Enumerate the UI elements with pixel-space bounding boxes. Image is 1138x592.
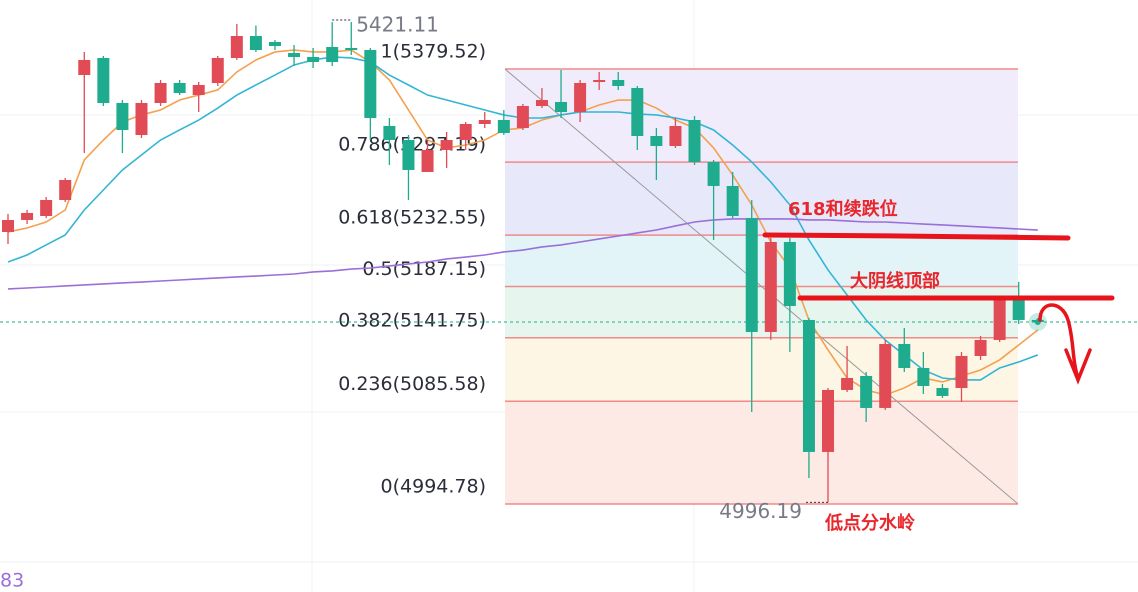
candle-body <box>898 343 911 368</box>
candle-body <box>78 59 91 75</box>
fib-band <box>505 401 1018 504</box>
candle-body <box>974 339 987 356</box>
labels: 5421.11 4996.19 <box>332 12 829 523</box>
fib-label: 1(5379.52) <box>381 41 486 63</box>
candle-body <box>669 125 682 146</box>
fib-label: 0(4994.78) <box>381 475 486 497</box>
candle-body <box>230 35 243 58</box>
hand-arrow <box>1038 303 1092 385</box>
candle-body <box>97 57 110 103</box>
fib-label: 0.618(5232.55) <box>338 207 486 229</box>
candle-body <box>707 161 720 186</box>
annotation: 618和续跌位 <box>788 198 898 220</box>
fib-label: 0.382(5141.75) <box>338 309 486 331</box>
fib-band <box>505 69 1018 163</box>
candle-body <box>326 46 339 62</box>
ma-line <box>7 218 1038 290</box>
annotation: 低点分水岭 <box>824 512 915 534</box>
candle-body <box>383 125 396 140</box>
candle-body <box>211 57 224 83</box>
candle-body <box>993 295 1006 340</box>
axis-fragment: 83 <box>0 570 24 592</box>
candles <box>2 21 1047 503</box>
candle-body <box>783 241 796 306</box>
candle-body <box>726 185 739 216</box>
candle-body <box>650 135 663 146</box>
candle-body <box>307 56 320 62</box>
candle-body <box>860 375 873 408</box>
candle-body <box>154 82 167 103</box>
candle-body <box>612 79 625 86</box>
candle-body <box>1012 295 1025 320</box>
candle-body <box>459 123 472 140</box>
candle-body <box>535 99 548 106</box>
candle-body <box>364 50 377 118</box>
candle-body <box>764 241 777 332</box>
fib-band <box>505 235 1018 287</box>
candle-body <box>802 319 815 452</box>
annotation: 大阴线顶部 <box>850 270 940 292</box>
low-label: 4996.19 <box>719 499 802 523</box>
candle-body <box>497 119 510 133</box>
candle-body <box>574 82 587 112</box>
candle-body <box>135 102 148 135</box>
candle-body <box>421 149 434 172</box>
candle-body <box>440 139 453 150</box>
candle-body <box>955 355 968 388</box>
candle-body <box>402 139 415 170</box>
candle-body <box>841 377 854 390</box>
candle-body <box>116 102 129 130</box>
fibonacci: 1(5379.52)0.786(5297.19)0.618(5232.55)0.… <box>338 41 1019 505</box>
fib-label: 0.5(5187.15) <box>362 258 486 280</box>
candle-body <box>59 179 72 200</box>
candle-body <box>631 87 644 136</box>
candle-body <box>593 79 606 82</box>
candle-body <box>40 199 53 216</box>
candle-body <box>555 101 568 112</box>
candle-body <box>688 119 701 162</box>
candle-body <box>192 84 205 95</box>
candle-body <box>268 41 281 46</box>
candle-body <box>21 212 34 220</box>
fib-band <box>505 286 1018 338</box>
fib-trend-line <box>504 68 1019 505</box>
candle-body <box>478 119 491 124</box>
candle-body <box>936 387 949 396</box>
candle-body <box>288 52 301 57</box>
candle-body <box>516 105 529 128</box>
candle-body <box>173 82 186 93</box>
candle-body <box>917 367 930 386</box>
high-label: 5421.11 <box>356 12 439 36</box>
candle-body <box>2 219 14 232</box>
hand-line <box>762 232 1071 241</box>
fib-band <box>505 337 1018 402</box>
candle-body <box>822 389 835 452</box>
fib-label: 0.236(5085.58) <box>338 373 486 395</box>
candle-body <box>345 48 358 51</box>
candle-body <box>745 217 758 332</box>
candle-body <box>249 35 262 51</box>
candle-body <box>879 343 892 408</box>
